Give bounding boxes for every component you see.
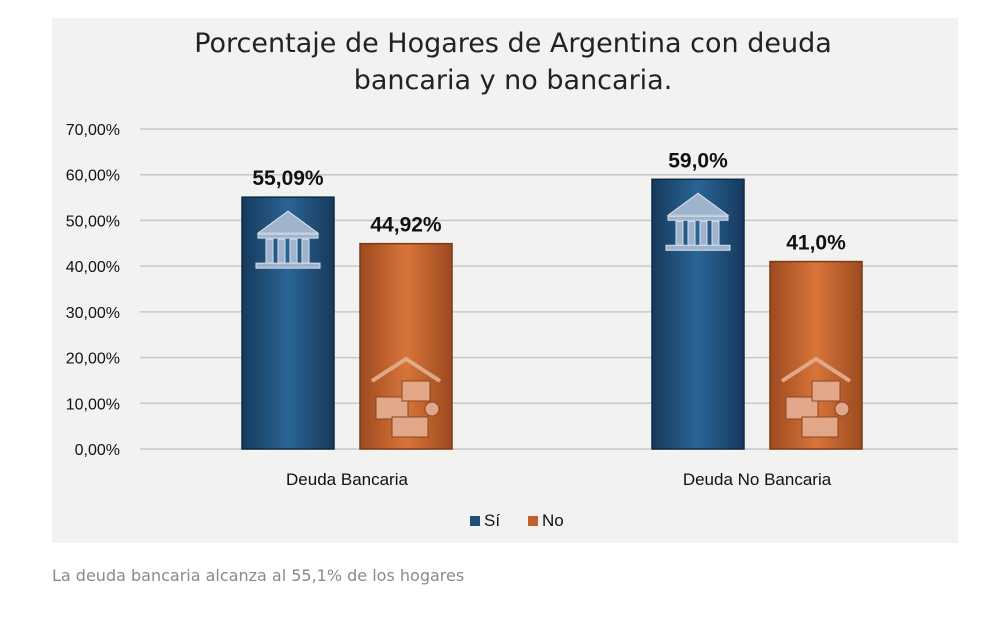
chart-title-line: Porcentaje de Hogares de Argentina con d…	[194, 28, 832, 59]
y-tick-label: 40,00%	[66, 259, 120, 276]
legend-swatch-no	[528, 516, 538, 526]
y-tick-label: 60,00%	[66, 168, 120, 185]
y-tick-label: 10,00%	[66, 396, 120, 413]
bar-value-label: 44,92%	[370, 214, 442, 237]
y-tick-label: 0,00%	[75, 442, 120, 459]
bank-icon	[665, 192, 731, 251]
legend-label: Sí	[484, 511, 500, 530]
chart: Porcentaje de Hogares de Argentina con d…	[52, 18, 958, 543]
chart-caption: La deuda bancaria alcanza al 55,1% de lo…	[52, 566, 465, 585]
house-cards-icon	[370, 356, 442, 438]
y-tick-label: 30,00%	[66, 305, 120, 322]
bar-value-label: 41,0%	[786, 232, 846, 255]
legend-label: No	[542, 511, 564, 530]
bank-icon	[255, 210, 321, 269]
x-category-label: Deuda No Bancaria	[683, 470, 832, 489]
bar-sí-1	[651, 178, 745, 450]
chart-title-line: bancaria y no bancaria.	[354, 65, 673, 96]
house-cards-icon	[780, 356, 852, 438]
chart-svg: Porcentaje de Hogares de Argentina con d…	[66, 28, 958, 530]
y-tick-label: 70,00%	[66, 122, 120, 139]
y-tick-label: 50,00%	[66, 213, 120, 230]
bar-value-label: 59,0%	[668, 149, 728, 172]
legend-swatch-sí	[470, 516, 480, 526]
x-category-label: Deuda Bancaria	[286, 470, 408, 489]
y-tick-label: 20,00%	[66, 351, 120, 368]
bar-sí-0	[241, 196, 335, 450]
bar-value-label: 55,09%	[252, 167, 324, 190]
